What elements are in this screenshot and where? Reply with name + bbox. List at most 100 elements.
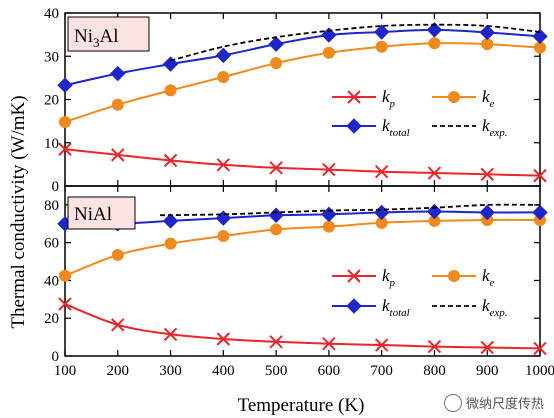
panel-bottom-legend-ke-label: ke [482,266,495,289]
panel-bottom-series-kp-point-stroke-b [480,340,494,355]
panel-top-series-total-point [57,77,73,93]
panel-bottom-legend-ke-marker [448,270,460,282]
panel-bottom-series-ke-line [64,218,541,277]
panel-top-series-kp-point-stroke-b [480,167,494,182]
panel-top-series-kp-point [322,162,336,177]
panel-top-series-ke-point [164,84,177,97]
panel-top-legend-ke-label: ke [482,87,495,110]
panel-top-series-kp-point-stroke-b [163,153,178,168]
panel-top-label: Ni3Al [74,26,119,50]
panel-top-series-kp-point [374,165,389,179]
panel-bottom-ytick-label: 40 [44,273,59,289]
panel-top-series-kp-point [480,167,494,182]
panel-bottom-series-ke-point [270,223,283,236]
panel-bottom-series-kp-point [163,327,178,341]
panel-top-ytick-label: 0 [52,179,60,195]
panel-bottom-label-box [67,196,136,230]
panel-top-series-kp-point [163,153,178,168]
panel-bottom-series-total-point [479,204,495,221]
panel-bottom-ytick-label: 20 [44,311,59,327]
panel-top-legend-kp-marker-stroke-b [347,90,361,104]
panel-bottom-series-ke-point [322,220,335,233]
panel-top-series-ke-point [270,57,283,70]
panel-bottom-series-kp-point [111,318,125,332]
panel-top-series-total-point [321,27,337,43]
panel-top-legend-total-marker [346,118,362,134]
x-tick-label: 500 [265,363,288,379]
panel-top-series-kp-point-stroke-b [111,148,125,162]
panel-top-series-total-point [532,28,548,45]
wechat-icon [443,393,462,412]
panel-bottom-series-ke-point [59,269,71,282]
panel-top-series-kp-point [58,142,72,156]
x-tick-label: 700 [370,363,393,379]
x-tick-label: 600 [318,363,341,379]
panel-top-ytick-label: 40 [44,6,59,22]
panel-top-legend-total-label: ktotal [382,116,410,139]
panel-top-series-ke-point [375,40,388,53]
panel-bottom-series-kp-point-stroke-b [58,297,72,311]
panel-top-series-total-point [110,65,126,82]
panel-bottom-series-kp-point-stroke-b [374,338,389,352]
watermark: 微纳尺度传热 [443,393,544,412]
panel-top-series-ke-point [217,71,230,84]
panel-bottom-series-kp-point [322,337,336,351]
panel-bottom-legend-total-label: ktotal [382,296,410,319]
panel-bottom-label: NiAl [74,204,112,225]
panel-bottom-series-total-point [268,207,284,223]
panel-bottom-series-total-point [373,204,390,221]
panel-top-series-total-point [268,36,284,52]
panel-top-series-kp-point [427,166,442,180]
panel-top-series-kp-point-stroke-b [216,158,231,172]
panel-bottom-legend-kp-marker-stroke-b [347,269,361,283]
panel-top-series-ke-point [111,98,124,111]
panel-bottom-legend-total-marker [346,298,362,314]
panel-top-series-total-line [64,28,541,87]
panel-top-series-ke-point [59,115,71,128]
panel-bottom-legend-exp-label: kexp. [482,296,508,319]
panel-top-series-ke-point [481,38,494,51]
x-tick-label: 300 [159,363,182,379]
panel-top-series-kp-point-stroke-b [322,162,336,177]
panel-bottom-series-kp-point [533,341,547,356]
panel-top-legend-ke-marker [448,91,460,103]
panel-bottom-series-kp-point [374,338,389,352]
panel-top-legend-exp-label: kexp. [482,116,508,139]
panel-top-series-total-point [373,24,390,40]
panel-bottom-series-kp-point-stroke-b [111,318,125,332]
panel-bottom-series-kp-point-stroke-b [322,337,336,351]
panel-bottom-series-exp-line [159,203,541,217]
x-axis-title: Temperature (K) [238,395,365,416]
panel-bottom-series-total-line [64,210,541,226]
panel-top-series-kp-point-stroke-b [533,168,547,183]
panel-top-series-kp-line [64,148,541,177]
panel-bottom-series-kp-point-stroke-b [216,332,231,346]
panel-top-series-total-point [479,24,495,41]
panel-bottom-legend-kp-marker [347,269,361,283]
panel-top-series-total-point [162,56,179,72]
panel-bottom-ytick-label: 80 [44,198,59,214]
panel-top-series-total-point [426,22,443,38]
x-tick-label: 800 [423,363,446,379]
panel-bottom-series-kp-point-stroke-b [533,341,547,356]
panel-top-series-kp-point [111,148,125,162]
panel-bottom-series-kp-point [269,335,283,349]
panel-bottom-series-total-point [532,204,548,221]
panel-top-series-kp-point-stroke-b [269,161,283,175]
panel-bottom-series-ke-point [111,248,124,261]
panel-top-ytick-label: 10 [44,136,59,152]
x-tick-label: 400 [212,363,235,379]
panel-top-ytick-label: 20 [44,93,59,109]
x-tick-label: 100 [54,363,77,379]
x-tick-label: 200 [107,363,130,379]
panel-top-series-kp-point [533,168,547,183]
panel-bottom-series-ke-point [164,237,177,250]
panel-top-ytick-label: 30 [44,49,59,65]
panel-top-label-box [67,16,150,52]
panel-top-series-kp-point-stroke-b [374,165,389,179]
panel-bottom-series-total-point [215,210,232,226]
panel-top-series-kp-point [216,158,231,172]
panel-bottom-series-total-point [162,213,179,229]
panel-bottom-series-total-point [321,206,337,223]
panel-bottom-series-kp-point [427,339,442,354]
